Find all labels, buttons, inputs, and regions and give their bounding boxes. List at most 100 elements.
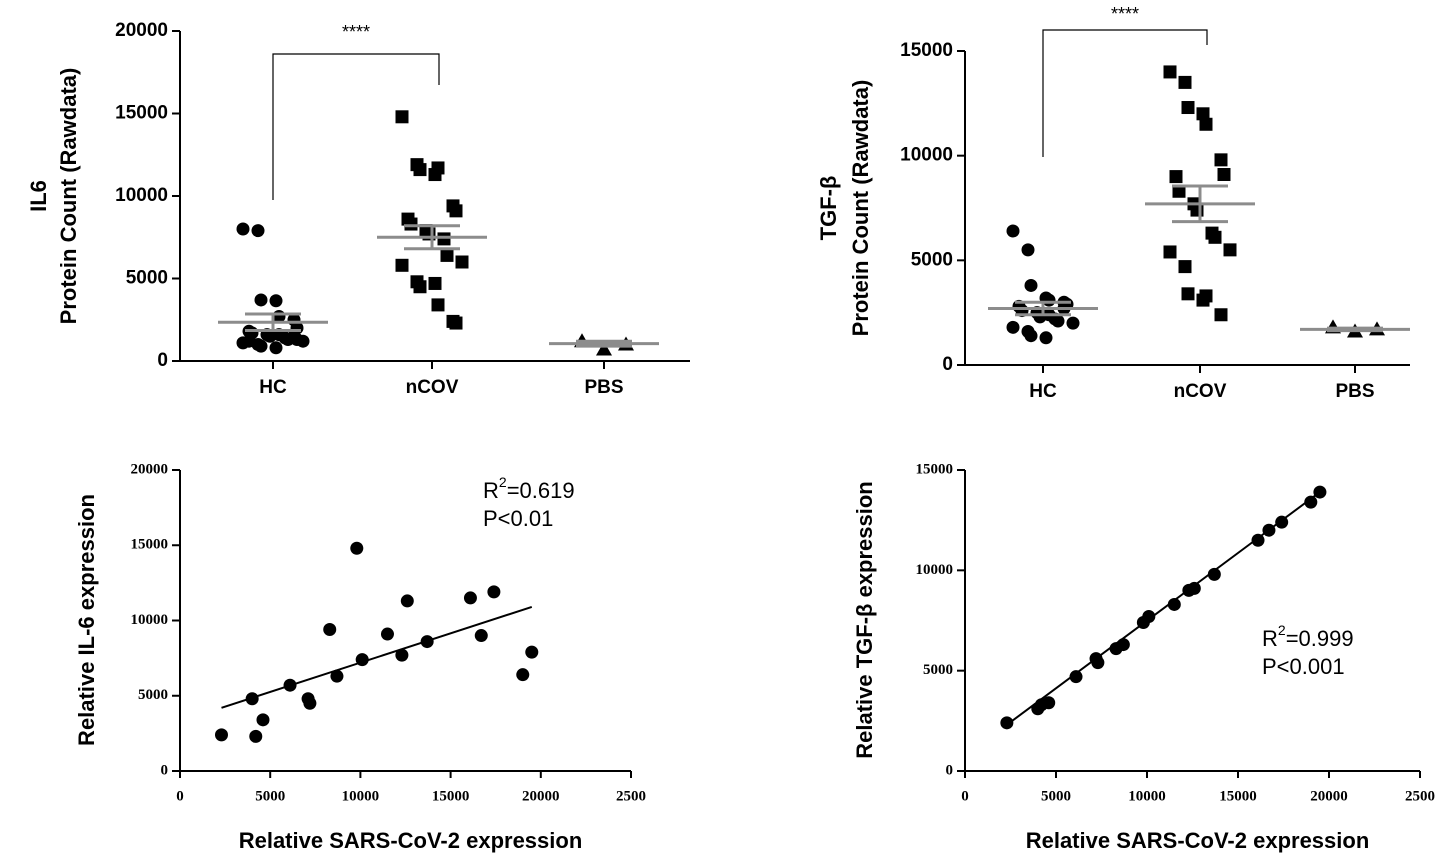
data-point xyxy=(1169,170,1183,184)
data-point xyxy=(474,629,488,643)
data-point xyxy=(323,623,337,637)
stat-value: =0.619 xyxy=(507,478,575,503)
data-point xyxy=(355,653,369,667)
data-point xyxy=(236,222,250,236)
data-point xyxy=(395,258,409,272)
data-point xyxy=(487,585,501,599)
data-point xyxy=(350,541,364,555)
y-tick-label: 5000 xyxy=(126,268,168,289)
data-point xyxy=(404,217,418,231)
data-point xyxy=(1116,638,1130,652)
data-point xyxy=(1199,117,1213,131)
stat-label: R2=0.619 xyxy=(483,474,575,503)
data-point xyxy=(395,648,409,662)
x-tick-label: nCOV xyxy=(406,377,459,398)
data-point xyxy=(1021,243,1035,257)
y-tick-label: 5000 xyxy=(911,249,953,270)
significance-label: **** xyxy=(1111,4,1139,24)
y-axis-title: IL6 xyxy=(26,180,51,212)
data-point xyxy=(1207,567,1221,581)
data-point xyxy=(516,668,530,682)
stat-superscript: 2 xyxy=(499,474,507,490)
data-point xyxy=(1024,278,1038,292)
data-point xyxy=(1251,533,1265,547)
stat-base: R xyxy=(483,478,499,503)
y-tick-label: 5000 xyxy=(138,687,168,703)
data-point xyxy=(256,713,270,727)
data-point xyxy=(1006,224,1020,238)
data-point xyxy=(249,729,263,743)
data-point xyxy=(290,333,304,347)
data-point xyxy=(1304,495,1318,509)
data-point xyxy=(428,276,442,290)
y-tick-label: 10000 xyxy=(131,612,169,628)
data-point xyxy=(1069,670,1083,684)
y-tick-label: 0 xyxy=(157,350,168,371)
x-tick-label: PBS xyxy=(584,377,623,398)
data-point xyxy=(1163,65,1177,79)
x-tick-label: 10000 xyxy=(1128,788,1166,804)
y-tick-label: 10000 xyxy=(916,562,954,578)
x-axis-title: Relative SARS-CoV-2 expression xyxy=(239,828,583,853)
y-tick-label: 0 xyxy=(161,762,169,778)
data-point xyxy=(431,161,445,175)
data-point xyxy=(455,255,469,269)
data-point xyxy=(269,294,283,308)
data-point xyxy=(1024,329,1038,343)
y-tick-label: 15000 xyxy=(916,461,954,477)
significance-label: **** xyxy=(342,22,370,42)
data-point xyxy=(1208,230,1222,244)
data-point xyxy=(440,248,454,262)
data-point xyxy=(1196,107,1210,121)
data-point xyxy=(1275,515,1289,529)
data-point xyxy=(463,591,477,605)
x-tick-label: 2500 xyxy=(616,788,646,804)
data-point xyxy=(437,232,451,246)
significance-bracket xyxy=(272,53,440,200)
x-tick-label: HC xyxy=(1029,381,1057,402)
x-tick-label: 20000 xyxy=(522,788,560,804)
data-point xyxy=(525,645,539,659)
data-point xyxy=(283,678,297,692)
x-tick-label: 15000 xyxy=(1219,788,1257,804)
data-point xyxy=(1223,243,1237,257)
data-point xyxy=(214,728,228,742)
y-axis-title: Relative IL-6 expression xyxy=(74,494,99,746)
significance-bracket xyxy=(1042,29,1208,157)
data-point xyxy=(1217,168,1231,182)
x-tick-label: nCOV xyxy=(1174,381,1227,402)
data-point xyxy=(1039,331,1053,345)
data-point xyxy=(1042,696,1056,710)
x-tick-label: HC xyxy=(259,377,287,398)
x-tick-label: 0 xyxy=(176,788,184,804)
data-point xyxy=(413,280,427,294)
x-tick-label: 20000 xyxy=(1310,788,1348,804)
x-tick-label: 5000 xyxy=(255,788,285,804)
trend-line xyxy=(221,606,533,709)
data-point xyxy=(1163,245,1177,259)
p-label: P<0.01 xyxy=(483,506,553,531)
data-point xyxy=(395,110,409,124)
data-point xyxy=(1006,320,1020,334)
x-tick-label: PBS xyxy=(1335,381,1374,402)
data-point xyxy=(380,627,394,641)
data-point xyxy=(420,635,434,649)
data-point xyxy=(303,696,317,710)
data-point xyxy=(400,594,414,608)
y-tick-label: 20000 xyxy=(115,20,168,41)
data-point xyxy=(330,669,344,683)
stat-label: R2=0.999 xyxy=(1262,622,1354,651)
data-point xyxy=(1214,153,1228,167)
data-point xyxy=(1190,203,1204,217)
data-point xyxy=(269,341,283,355)
data-point xyxy=(1167,597,1181,611)
data-point xyxy=(596,341,612,356)
x-tick-label: 2500 xyxy=(1405,788,1435,804)
y-tick-label: 15000 xyxy=(115,103,168,124)
data-point xyxy=(1178,260,1192,274)
data-point xyxy=(449,204,463,218)
data-point xyxy=(245,692,259,706)
data-point xyxy=(242,334,256,348)
data-point xyxy=(1066,316,1080,330)
data-point xyxy=(1091,656,1105,670)
